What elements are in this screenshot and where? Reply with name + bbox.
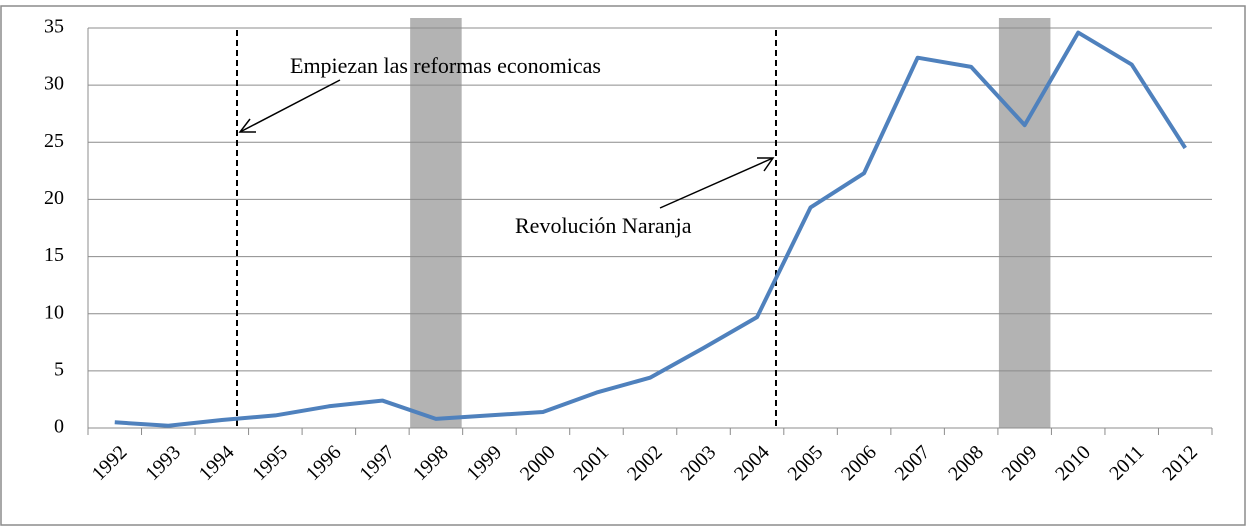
- x-tick-label: 1998: [409, 441, 453, 485]
- plot: [114, 30, 1187, 428]
- data-line: [114, 30, 1187, 428]
- y-tick-label: 20: [44, 187, 64, 209]
- x-tick-label: 1993: [141, 441, 185, 485]
- chart-frame: [0, 5, 1246, 526]
- x-tick-label: 1995: [248, 441, 292, 485]
- x-tick-label: 1999: [462, 441, 506, 485]
- x-tick-label: 2002: [623, 441, 667, 485]
- x-tick-label: 1992: [88, 441, 132, 485]
- shaded-bands: [410, 18, 1051, 428]
- x-tick-label: 2005: [784, 441, 828, 485]
- x-tick-label: 2012: [1158, 441, 1202, 485]
- x-tick-label: 2010: [1051, 441, 1095, 485]
- x-tick-label: 2000: [516, 441, 560, 485]
- y-tick-label: 35: [44, 16, 64, 38]
- y-tick-label: 0: [54, 416, 64, 438]
- x-tick-label: 1996: [302, 441, 346, 485]
- y-tick-label: 25: [44, 130, 64, 152]
- annotation-arrow: [659, 157, 774, 209]
- y-tick-label: 30: [44, 73, 64, 95]
- annotation-arrow: [239, 79, 341, 133]
- x-tick-label: 2004: [730, 441, 774, 485]
- annotation: Revolución Naranja: [515, 213, 692, 238]
- x-tick-label: 2006: [837, 441, 881, 485]
- y-tick-label: 15: [44, 244, 64, 266]
- x-tick-label: 1994: [195, 441, 239, 485]
- x-tick-label: 2001: [569, 441, 613, 485]
- x-tick-label: 2011: [1105, 441, 1148, 484]
- arrow-head: [757, 157, 775, 172]
- x-tick-label: 2003: [676, 441, 720, 485]
- annotation: Empiezan las reformas economicas: [290, 53, 601, 78]
- y-tick-label: 10: [44, 301, 64, 323]
- shaded-band: [410, 18, 462, 428]
- x-tick-label: 2009: [998, 441, 1042, 485]
- x-tick-label: 2007: [891, 441, 935, 485]
- shaded-band: [998, 18, 1051, 428]
- x-tick-label: 1997: [355, 441, 399, 485]
- arrow-head: [238, 118, 256, 133]
- x-tick-label: 2008: [944, 441, 988, 485]
- y-tick-label: 5: [54, 358, 64, 380]
